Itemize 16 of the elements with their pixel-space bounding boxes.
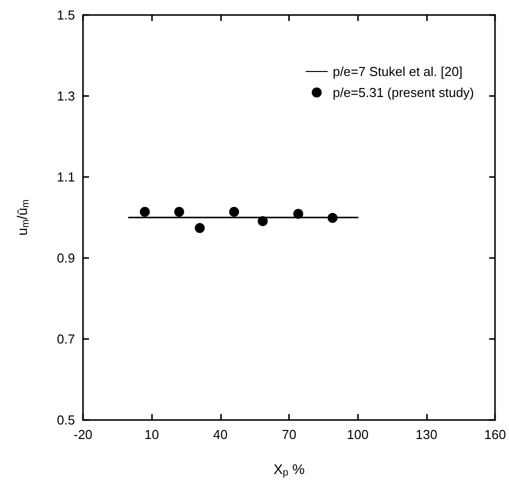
- x-tick-label: 160: [484, 427, 506, 442]
- x-tick-label: 130: [416, 427, 438, 442]
- y-tick-label: 0.7: [56, 332, 75, 346]
- x-tick-label: 70: [282, 427, 296, 442]
- x-tick-label: 10: [144, 427, 159, 442]
- x-tick-label: -20: [74, 427, 92, 442]
- legend-label: p/e=5.31 (present study): [332, 85, 474, 100]
- x-tick-label: 100: [346, 427, 369, 442]
- y-axis-title: um/ūm: [14, 199, 32, 236]
- y-tick-label: 1.3: [56, 88, 75, 104]
- y-tick-label: 0.5: [56, 412, 75, 428]
- x-tick-label: 40: [213, 427, 228, 442]
- y-tick-label: 1.5: [56, 8, 75, 22]
- y-tick-label: 1.1: [56, 170, 75, 184]
- y-tick-label: 0.9: [56, 250, 75, 266]
- legend-label: p/e=7 Stukel et al. [20]: [332, 64, 462, 79]
